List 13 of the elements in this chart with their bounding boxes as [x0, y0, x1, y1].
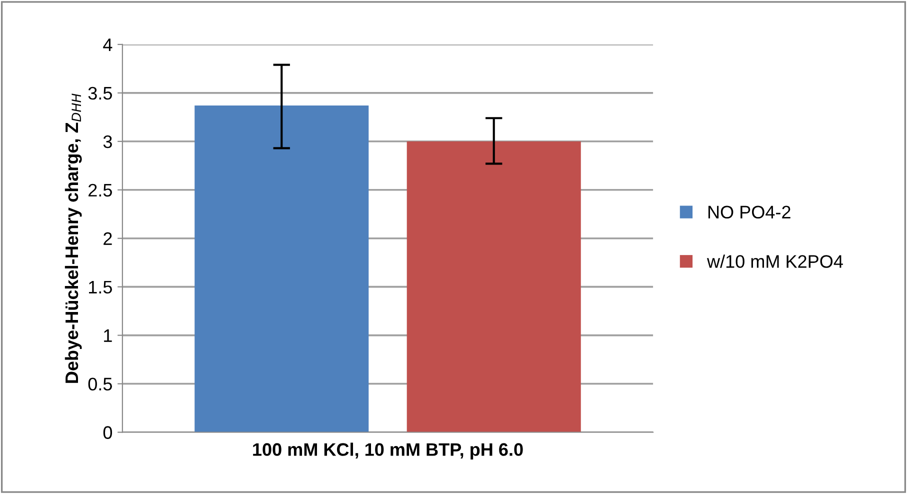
x-axis-title: 100 mM KCl, 10 mM BTP, pH 6.0: [253, 442, 523, 460]
y-tick-label: 1.5: [89, 280, 112, 294]
y-tick-label: 4: [103, 38, 112, 51]
y-axis-title: Debye-Hückel-Henry charge, Z$_{DHH}$: [64, 94, 82, 383]
y-tick-label: 3.5: [88, 86, 112, 100]
legend-label: w/10 mM K2PO4: [706, 254, 843, 268]
y-tick-label: 3: [103, 135, 112, 148]
y-tick-label: 0: [103, 426, 112, 439]
y-tick-label: 2.5: [88, 184, 112, 197]
y-tick-label: 2: [104, 232, 112, 245]
y-tick-label: 1: [104, 329, 112, 342]
y-tick-label: 0.5: [88, 378, 112, 390]
legend-label: NO PO4-2: [708, 206, 790, 219]
